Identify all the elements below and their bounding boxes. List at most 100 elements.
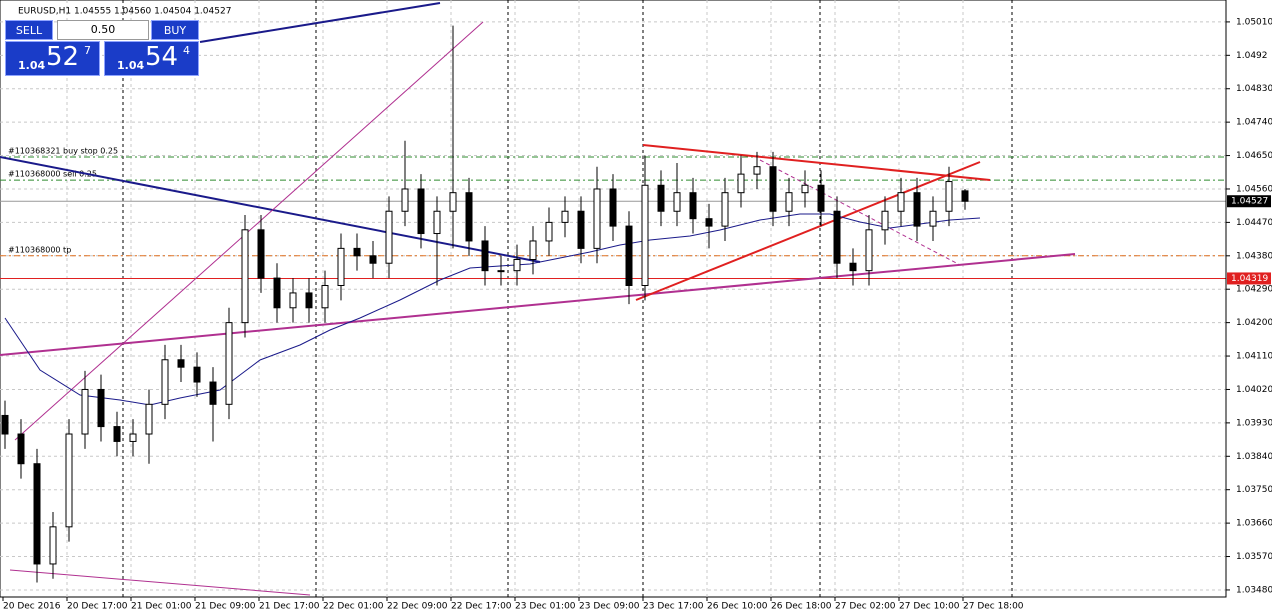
- y-tick-label: 1.04830: [1236, 84, 1272, 94]
- x-tick-label: 26 Dec 18:00: [771, 602, 832, 612]
- candle-body: [1, 414, 9, 435]
- y-tick-label: 1.03840: [1236, 452, 1272, 462]
- y-tick-label: 1.04650: [1236, 151, 1272, 161]
- candle-body: [289, 292, 297, 309]
- moving-average: [4, 213, 981, 406]
- candle-body: [241, 229, 249, 324]
- trade-panel: SELL 0.50 BUY 1.04 52 7 1.04 54 4: [5, 20, 199, 76]
- x-tick-label: 27 Dec 18:00: [963, 602, 1024, 612]
- candle-body: [161, 359, 169, 405]
- candle-body: [417, 188, 425, 235]
- candle-body: [17, 433, 25, 465]
- x-tick-label: 20 Dec 17:00: [67, 602, 128, 612]
- candle-body: [49, 526, 57, 565]
- candle-body: [865, 229, 873, 272]
- candle-body: [577, 210, 585, 249]
- y-tick-label: 1.04470: [1236, 218, 1272, 228]
- candle-body: [257, 229, 265, 279]
- candle-body: [641, 184, 649, 287]
- grid: [0, 0, 1226, 597]
- lot-input[interactable]: 0.50: [57, 20, 149, 40]
- candle-body: [337, 247, 345, 287]
- bid-quote[interactable]: 1.04 52 7: [5, 41, 100, 76]
- candle-body: [929, 210, 937, 227]
- candle-body: [801, 184, 809, 194]
- x-tick-label: 20 Dec 2016: [3, 602, 61, 612]
- candle-body: [449, 192, 457, 212]
- x-tick-label: 22 Dec 01:00: [323, 602, 384, 612]
- drawings: [0, 2, 1076, 596]
- candle-body: [881, 210, 889, 231]
- y-tick-label: 1.03930: [1236, 418, 1272, 428]
- candle-body: [353, 247, 361, 257]
- trend-line: [0, 156, 541, 263]
- candle-body: [273, 277, 281, 309]
- x-tick-label: 21 Dec 09:00: [195, 602, 256, 612]
- trend-line: [9, 569, 311, 596]
- ask-quote[interactable]: 1.04 54 4: [104, 41, 199, 76]
- candle-body: [689, 192, 697, 220]
- x-tick-label: 22 Dec 17:00: [451, 602, 512, 612]
- candle-body: [193, 366, 201, 383]
- candle-body: [497, 270, 505, 273]
- chart-title: EURUSD,H1 1.04555 1.04560 1.04504 1.0452…: [18, 7, 231, 17]
- ask-sup: 4: [183, 44, 190, 57]
- y-tick-label: 1.04020: [1236, 385, 1272, 395]
- candle-body: [817, 184, 825, 212]
- x-tick-label: 23 Dec 17:00: [643, 602, 704, 612]
- x-tick-label: 21 Dec 01:00: [131, 602, 192, 612]
- candle-body: [385, 210, 393, 264]
- candle-body: [593, 188, 601, 249]
- y-tick-label: 1.03660: [1236, 519, 1272, 529]
- candles: [1, 25, 969, 583]
- candle-body: [705, 218, 713, 227]
- candle-body: [961, 190, 969, 202]
- candle-body: [225, 322, 233, 405]
- candle-body: [769, 166, 777, 212]
- candle-body: [81, 388, 89, 435]
- candle-body: [401, 188, 409, 212]
- price-tag-label: 1.04527: [1231, 197, 1268, 207]
- x-tick-label: 27 Dec 10:00: [899, 602, 960, 612]
- y-tick-label: 1.04560: [1236, 184, 1272, 194]
- candle-body: [609, 188, 617, 227]
- candle-body: [113, 426, 121, 442]
- candle-body: [177, 359, 185, 368]
- ask-main: 54: [145, 42, 179, 72]
- x-tick-label: 23 Dec 09:00: [579, 602, 640, 612]
- channel-line: [14, 21, 484, 441]
- triangle-line: [642, 144, 991, 181]
- x-tick-label: 21 Dec 17:00: [259, 602, 320, 612]
- x-tick-label: 23 Dec 01:00: [515, 602, 576, 612]
- bid-main: 52: [46, 42, 80, 72]
- order-label: #110368000 sell 0.25: [8, 170, 97, 179]
- ask-big: 1.04: [117, 59, 145, 72]
- y-tick-label: 1.04380: [1236, 251, 1272, 261]
- order-label: #110368000 tp: [8, 245, 71, 254]
- price-tag: [1227, 272, 1271, 285]
- buy-button[interactable]: BUY: [151, 20, 199, 40]
- y-tick-label: 1.04290: [1236, 285, 1272, 295]
- candle-body: [321, 285, 329, 309]
- y-tick-label: 1.05010: [1236, 17, 1272, 27]
- candle-body: [561, 210, 569, 223]
- candle-body: [849, 262, 857, 272]
- y-tick-label: 1.0492: [1236, 51, 1268, 61]
- candle-body: [753, 166, 761, 175]
- y-tick-label: 1.04740: [1236, 118, 1272, 128]
- candle-body: [529, 240, 537, 261]
- candle-body: [657, 184, 665, 212]
- candle-body: [369, 255, 377, 264]
- candle-body: [481, 240, 489, 272]
- sell-button[interactable]: SELL: [5, 20, 53, 40]
- trend-line: [199, 2, 441, 43]
- candle-body: [913, 192, 921, 227]
- x-tick-label: 26 Dec 10:00: [707, 602, 768, 612]
- y-tick-label: 1.03480: [1236, 585, 1272, 595]
- candle-body: [97, 388, 105, 428]
- candle-body: [513, 259, 521, 272]
- price-tag-label: 1.04319: [1231, 274, 1268, 284]
